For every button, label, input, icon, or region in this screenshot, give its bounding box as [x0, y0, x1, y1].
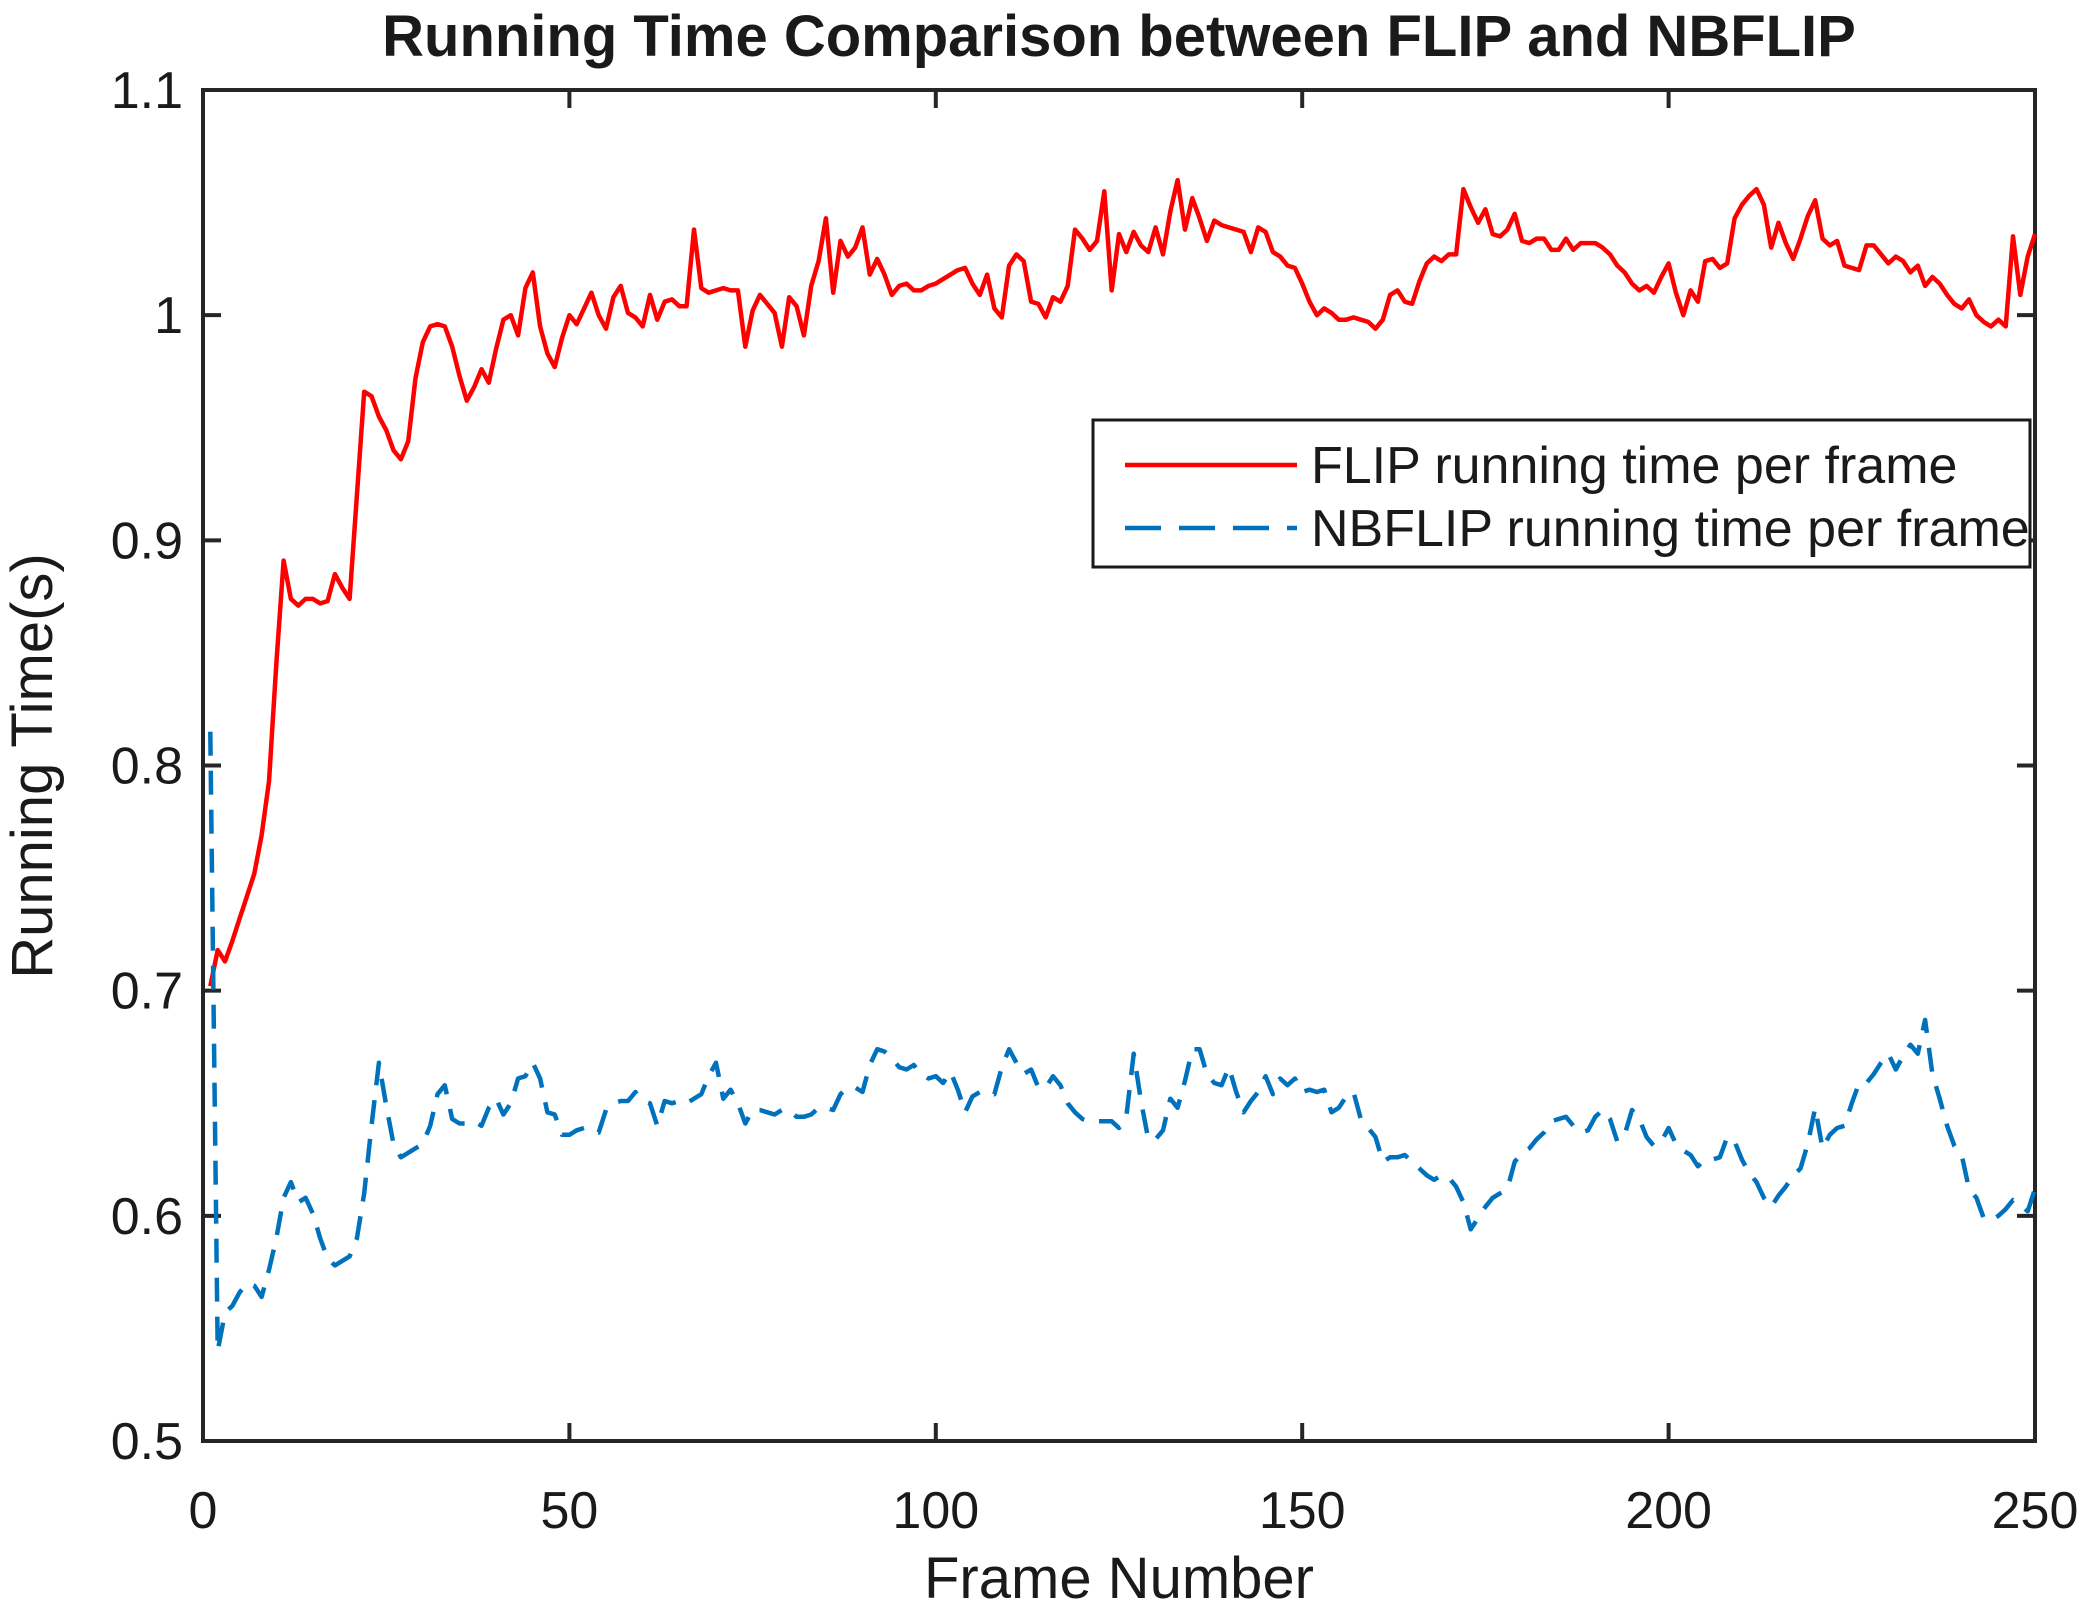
axis-tick-labels: 0 50 100 150 200 250 0.5 0.6 0.7 0.8 0.9 1 1.1 — [111, 62, 2079, 1540]
legend-nbflip-label: NBFLIP running time per frame — [1311, 500, 2030, 558]
x-tick-label: 100 — [892, 1482, 979, 1540]
x-tick-label: 50 — [540, 1482, 598, 1540]
y-tick-label: 0.7 — [111, 963, 183, 1021]
plot-lines — [208, 177, 2038, 1354]
x-tick-label: 150 — [1259, 1482, 1346, 1540]
y-tick-label: 0.9 — [111, 512, 183, 570]
y-tick-label: 1.1 — [111, 62, 183, 120]
x-tick-label: 0 — [189, 1482, 218, 1540]
legend-flip-label: FLIP running time per frame — [1311, 437, 1957, 495]
legend: FLIP running time per frame NBFLIP runni… — [1091, 418, 2032, 569]
y-tick-label: 1 — [154, 287, 183, 345]
y-tick-label: 0.5 — [111, 1413, 183, 1471]
x-tick-label: 250 — [1992, 1482, 2079, 1540]
y-tick-label: 0.8 — [111, 738, 183, 796]
legend-box — [1091, 418, 2032, 569]
nbflip-series-line — [208, 731, 2038, 1354]
x-tick-label: 200 — [1625, 1482, 1712, 1540]
y-axis-label: Running Time(s) — [0, 553, 65, 978]
x-axis-label: Frame Number — [924, 1546, 1314, 1611]
chart-title: Running Time Comparison between FLIP and… — [382, 4, 1856, 69]
plot-area — [201, 88, 2037, 1443]
flip-series-line — [208, 177, 2038, 987]
y-tick-label: 0.6 — [111, 1188, 183, 1246]
